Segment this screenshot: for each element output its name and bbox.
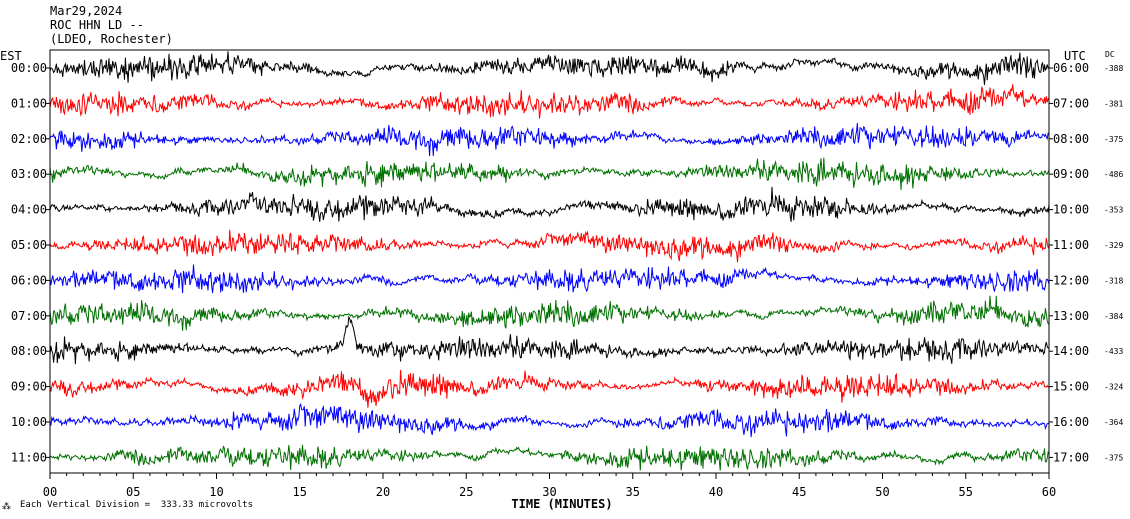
dc-value: -433 xyxy=(1104,347,1123,356)
x-axis-title: TIME (MINUTES) xyxy=(511,497,612,511)
trace-row-1 xyxy=(49,84,1050,119)
x-tick-label: 40 xyxy=(709,485,723,499)
trace-row-4 xyxy=(49,186,1050,222)
trace-row-3 xyxy=(49,157,1050,190)
utc-axis-label: UTC xyxy=(1064,49,1086,63)
dc-value: -388 xyxy=(1104,64,1123,73)
utc-tick-label: 12:00 xyxy=(1053,273,1089,287)
dc-value: -486 xyxy=(1104,170,1123,179)
est-tick-label: 10:00 xyxy=(11,415,47,429)
x-tick-label: 00 xyxy=(43,485,57,499)
est-tick-label: 02:00 xyxy=(11,132,47,146)
dc-value: -375 xyxy=(1104,135,1123,144)
trace-row-10 xyxy=(49,403,1050,438)
dc-value: -329 xyxy=(1104,241,1123,250)
x-tick-label: 50 xyxy=(875,485,889,499)
date-label: Mar29,2024 xyxy=(50,4,123,18)
est-tick-label: 03:00 xyxy=(11,167,47,181)
est-tick-label: 00:00 xyxy=(11,61,47,75)
x-tick-label: 35 xyxy=(626,485,640,499)
trace-row-0 xyxy=(49,51,1050,86)
x-tick-label: 10 xyxy=(209,485,223,499)
est-tick-label: 09:00 xyxy=(11,380,47,394)
dc-value-labels: -388 -381 -375 -486 -353 -329 -318 -384 -433 -324… xyxy=(1104,64,1123,462)
x-tick-label: 60 xyxy=(1042,485,1056,499)
utc-tick-label: 09:00 xyxy=(1053,167,1089,181)
scale-note: Each Vertical Division = 333.33 microvol… xyxy=(20,500,253,510)
dc-value: -353 xyxy=(1104,206,1123,215)
x-tick-label: 05 xyxy=(126,485,140,499)
trace-row-9 xyxy=(49,369,1050,408)
plot-frame xyxy=(49,49,1050,474)
utc-tick-label: 07:00 xyxy=(1053,96,1089,110)
x-tick-label: 45 xyxy=(792,485,806,499)
dc-value: -381 xyxy=(1104,99,1123,108)
trace-row-11 xyxy=(49,444,1050,471)
utc-tick-label: 16:00 xyxy=(1053,415,1089,429)
dc-value: -384 xyxy=(1104,312,1123,321)
est-tick-label: 11:00 xyxy=(11,450,47,464)
trace-row-8 xyxy=(49,315,1050,365)
utc-tick-label: 11:00 xyxy=(1053,238,1089,252)
est-axis-label: EST xyxy=(0,49,22,63)
est-tick-label: 08:00 xyxy=(11,344,47,358)
est-tick-labels: 00:00 01:00 02:00 03:00 04:00 05:00 06:00 07:00… xyxy=(11,61,50,464)
est-tick-label: 05:00 xyxy=(11,238,47,252)
est-tick-label: 06:00 xyxy=(11,273,47,287)
x-axis-ticks: 00 05 10 15 20 25 30 35 40 45 50 55 60 xyxy=(43,473,1056,499)
x-tick-label: 30 xyxy=(542,485,556,499)
dc-label: DC xyxy=(1105,50,1115,59)
utc-tick-label: 17:00 xyxy=(1053,450,1089,464)
utc-tick-labels: 06:00 07:00 08:00 09:00 10:00 11:00 12:00 13:00… xyxy=(1049,61,1089,464)
location-label: (LDEO, Rochester) xyxy=(50,32,173,46)
trace-row-6 xyxy=(49,264,1050,294)
trace-row-5 xyxy=(49,229,1050,263)
utc-tick-label: 06:00 xyxy=(1053,61,1089,75)
x-tick-label: 20 xyxy=(376,485,390,499)
trace-row-2 xyxy=(49,122,1050,157)
x-tick-label: 15 xyxy=(293,485,307,499)
est-tick-label: 07:00 xyxy=(11,309,47,323)
station-label: ROC HHN LD -- xyxy=(50,18,144,32)
x-tick-label: 55 xyxy=(959,485,973,499)
est-tick-label: 04:00 xyxy=(11,203,47,217)
utc-tick-label: 15:00 xyxy=(1053,380,1089,394)
utc-tick-label: 10:00 xyxy=(1053,203,1089,217)
dc-value: -324 xyxy=(1104,383,1123,392)
trace-layer xyxy=(49,51,1050,471)
x-tick-label: 25 xyxy=(459,485,473,499)
utc-tick-label: 08:00 xyxy=(1053,132,1089,146)
est-tick-label: 01:00 xyxy=(11,96,47,110)
utc-tick-label: 14:00 xyxy=(1053,344,1089,358)
dc-value: -364 xyxy=(1104,418,1123,427)
utc-tick-label: 13:00 xyxy=(1053,309,1089,323)
trace-row-7 xyxy=(49,295,1050,331)
dc-value: -375 xyxy=(1104,453,1123,462)
scale-icon: ⁂ xyxy=(2,502,11,512)
dc-value: -318 xyxy=(1104,276,1123,285)
